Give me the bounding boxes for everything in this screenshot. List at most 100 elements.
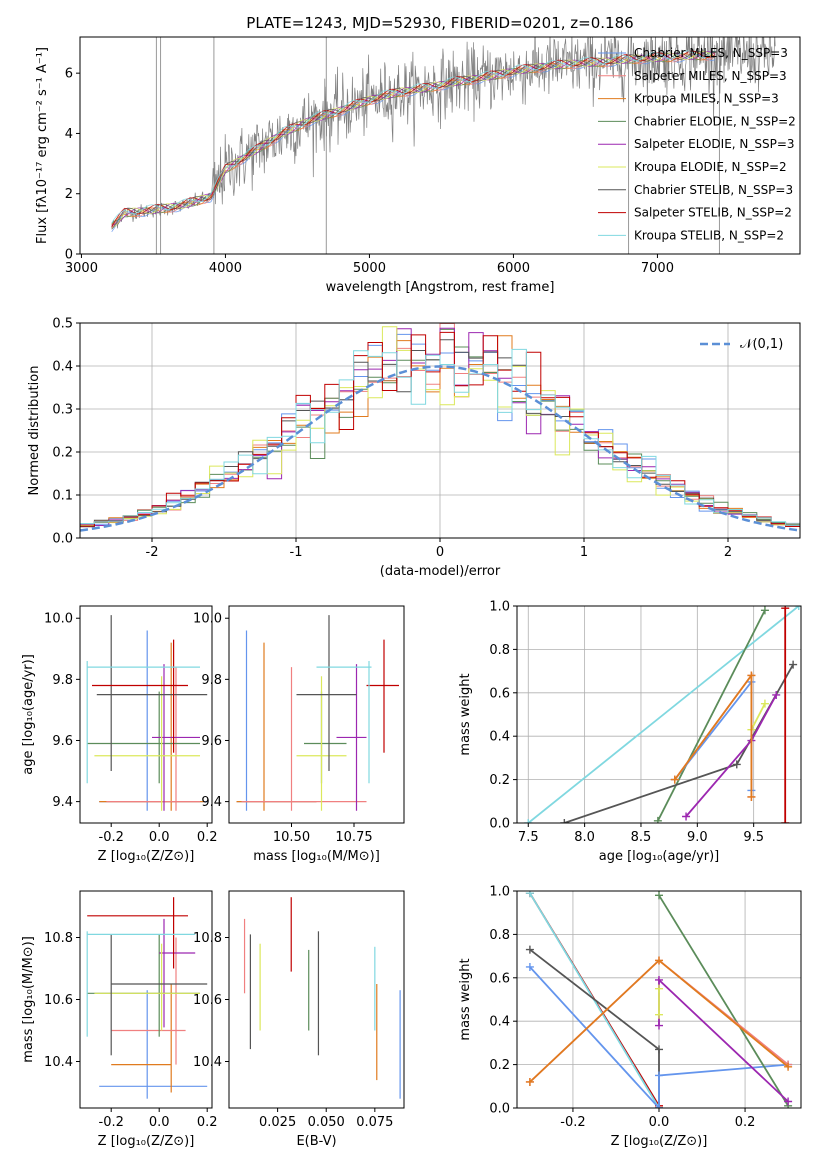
- data-point-6: [296, 615, 357, 772]
- y-tick-label: 9.4: [201, 795, 222, 810]
- weight-line: [750, 703, 766, 731]
- legend-label: Kroupa STELIB, N_SSP=2: [634, 228, 784, 242]
- x-tick-label: -0.2: [99, 1115, 124, 1130]
- y-tick-label: 6: [65, 67, 73, 82]
- x-tick-label: -2: [146, 545, 159, 560]
- x-tick-label: 0.2: [197, 830, 218, 845]
- plot-area-spectrum: [111, 37, 776, 254]
- axes-z_mass: -0.2 0.0 0.2 10.4 10.6 10.8 Z [log₁₀(Z/Z⊙)] mas…: [21, 890, 218, 1149]
- weight-marker: [653, 816, 662, 823]
- weight-marker: [525, 962, 534, 971]
- y-tick-label: 10.4: [193, 1055, 222, 1070]
- legend-label: Salpeter MILES, N_SSP=3: [634, 69, 787, 83]
- normal-curve: [80, 365, 798, 532]
- y-tick-label: 0.6: [489, 971, 510, 986]
- y-tick-label: 10.6: [44, 993, 73, 1008]
- plot-area-residuals: [80, 323, 800, 532]
- y-tick-label: 9.6: [52, 734, 73, 749]
- x-tick-label: 0: [436, 545, 444, 560]
- y-tick-label: 10.0: [193, 612, 222, 627]
- weight-marker: [789, 660, 798, 669]
- y-tick-label: 0: [65, 248, 73, 263]
- plot-area-mass_age: [236, 615, 399, 811]
- legend-label: Kroupa ELODIE, N_SSP=2: [634, 160, 787, 174]
- y-tick-label: 1.0: [489, 600, 510, 615]
- weight-marker: [655, 984, 663, 993]
- data-point-2: [111, 937, 186, 1065]
- y-tick-label: 0.8: [489, 928, 510, 943]
- plot-area-ebv_mass: [243, 897, 401, 1099]
- model-spectrum-0: [111, 53, 716, 233]
- weight-series-8: [781, 606, 790, 823]
- data-point-4: [336, 664, 367, 811]
- y-tick-label: 0.0: [489, 1102, 510, 1117]
- y-tick-label: 10.4: [44, 1055, 73, 1070]
- axes-frame: [228, 890, 405, 1109]
- x-tick-label: 0.2: [197, 1115, 218, 1130]
- axes-frame: [516, 890, 802, 1109]
- y-tick-label: 0.6: [489, 686, 510, 701]
- x-tick-label: -1: [290, 545, 303, 560]
- weight-marker: [655, 1104, 663, 1108]
- weight-marker: [747, 671, 756, 680]
- x-tick-label: 0.025: [259, 1115, 296, 1130]
- axes-frame: [79, 36, 801, 255]
- data-point-6: [110, 934, 208, 1056]
- x-tick-label: 9.5: [743, 830, 764, 845]
- data-point-8: [86, 931, 196, 1037]
- x-tick-label: 0.2: [735, 1115, 756, 1130]
- x-axis-label: wavelength [Angstrom, rest frame]: [326, 280, 555, 295]
- legend-label: Kroupa MILES, N_SSP=3: [634, 92, 779, 106]
- weight-marker: [760, 699, 769, 708]
- data-point-1: [236, 642, 317, 811]
- weight-series-3: [682, 690, 781, 821]
- legend: 𝒩(0,1): [700, 337, 783, 352]
- weight-marker: [747, 792, 756, 801]
- y-axis-label: age [log₁₀(age/yr)]: [21, 654, 36, 775]
- y-tick-label: 10.8: [193, 931, 222, 946]
- legend: Chabrier MILES, N_SSP=3 Salpeter MILES, N…: [598, 46, 796, 242]
- data-point-0: [99, 630, 208, 811]
- axes-z_age: -0.2 0.0 0.2 9.4 9.6 9.8 10.0 Z [log₁₀(Z/Z⊙)] ag…: [21, 605, 218, 864]
- axes-ebv_mass: 0.025 0.050 0.075 10.4 10.6 10.8 E(B-V): [193, 890, 405, 1149]
- observed-spectrum: [111, 37, 776, 229]
- plot-area-z_weight: [525, 891, 793, 1108]
- data-point-1: [99, 642, 205, 811]
- y-tick-label: 0.1: [52, 489, 73, 504]
- weight-marker: [525, 1077, 534, 1086]
- weight-marker: [560, 819, 569, 823]
- axes-frame: [79, 322, 801, 539]
- weight-marker: [655, 1021, 663, 1030]
- weight-marker: [732, 760, 741, 769]
- y-tick-label: 0.8: [489, 643, 510, 658]
- y-tick-label: 4: [65, 127, 73, 142]
- x-tick-label: 6000: [497, 261, 530, 276]
- y-tick-label: 9.4: [52, 795, 73, 810]
- y-tick-label: 0.0: [489, 817, 510, 832]
- weight-line: [657, 609, 766, 822]
- legend-label: Salpeter STELIB, N_SSP=2: [634, 206, 792, 220]
- axes-z_weight: -0.2 0.0 0.2 0.0 0.2 0.4 0.6 0.8 1.0 Z [log₁₀(Z/Z…: [458, 885, 802, 1149]
- x-axis-label: mass [log₁₀(M/M⊙)]: [253, 849, 380, 864]
- axes-mass_age: 10.50 10.75 9.4 9.6 9.8 10.0 mass [log₁₀(M/M⊙)…: [193, 605, 405, 864]
- weight-marker: [670, 775, 679, 784]
- weight-marker: [655, 1071, 663, 1080]
- axes-age_weight: 7.5 8.0 8.5 9.0 9.5 0.0 0.2 0.4 0.6 0.8 1.0 age [lo…: [458, 600, 802, 864]
- y-tick-label: 0.3: [52, 403, 73, 418]
- data-point-6: [96, 615, 208, 772]
- y-tick-label: 0.0: [52, 532, 73, 547]
- x-tick-label: -0.2: [99, 830, 124, 845]
- chart-title: PLATE=1243, MJD=52930, FIBERID=0201, z=0…: [246, 14, 633, 32]
- y-tick-label: 10.6: [193, 993, 222, 1008]
- weight-series-6: [655, 984, 663, 1019]
- x-tick-label: 10.75: [335, 830, 372, 845]
- x-tick-label: 7000: [641, 261, 674, 276]
- data-point-3: [87, 934, 200, 1037]
- x-tick-label: 7.5: [518, 830, 539, 845]
- y-tick-label: 0.4: [489, 730, 510, 745]
- weight-series-4: [655, 891, 793, 1108]
- weight-marker: [781, 819, 790, 823]
- x-tick-label: 4000: [209, 261, 242, 276]
- x-tick-label: 1: [580, 545, 588, 560]
- y-tick-label: 10.8: [44, 931, 73, 946]
